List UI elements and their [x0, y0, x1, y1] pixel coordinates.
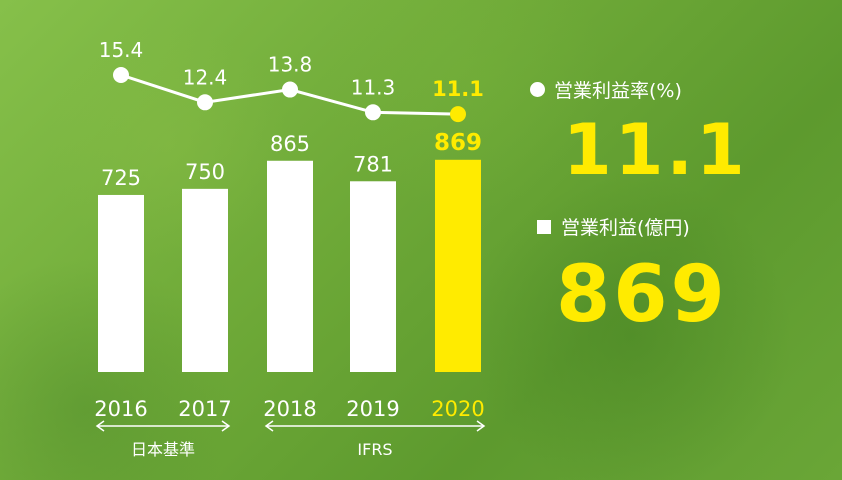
bar-value-label: 725: [101, 166, 141, 190]
line-value-label: 11.3: [351, 75, 396, 99]
legend-profit-label: 営業利益(億円): [561, 217, 690, 239]
line-value-label: 13.8: [268, 53, 313, 77]
bar-value-label: 781: [353, 152, 393, 176]
arrow-right-icon: [221, 420, 231, 432]
profit-value: 869: [556, 250, 728, 340]
arrow-right-icon: [476, 420, 486, 432]
bar-value-label: 865: [270, 132, 310, 156]
x-tick-label: 2019: [346, 397, 399, 421]
line-value-label: 11.1: [432, 77, 484, 101]
line-value-label: 12.4: [183, 65, 228, 89]
arrow-left-icon: [264, 420, 274, 432]
legend-rate: 営業利益率(%): [530, 76, 682, 103]
rate-value: 11.1: [563, 109, 748, 191]
legend-dot-icon: [530, 82, 545, 97]
arrow-left-icon: [95, 420, 105, 432]
bar-value-label: 750: [185, 160, 225, 184]
line-point: [282, 81, 298, 98]
x-tick-label: 2016: [94, 397, 147, 421]
bar: [350, 181, 396, 372]
line-point: [113, 67, 129, 83]
line-point: [450, 106, 466, 123]
bar: [182, 188, 228, 372]
line-value-label: 15.4: [99, 38, 144, 62]
x-tick-label: 2020: [431, 397, 484, 421]
legend-square-icon: [537, 219, 551, 234]
x-tick-label: 2018: [263, 397, 316, 421]
line-point: [197, 94, 213, 111]
bar-value-label: 869: [434, 130, 482, 156]
bar: [267, 160, 313, 372]
legend-profit: 営業利益(億円): [537, 213, 690, 240]
group-label: IFRS: [357, 440, 392, 459]
group-label: 日本基準: [131, 440, 195, 459]
x-tick-label: 2017: [178, 397, 231, 421]
bar: [98, 194, 144, 372]
line-point: [365, 104, 381, 121]
bar: [435, 159, 481, 372]
legend-rate-label: 営業利益率(%): [554, 80, 682, 102]
